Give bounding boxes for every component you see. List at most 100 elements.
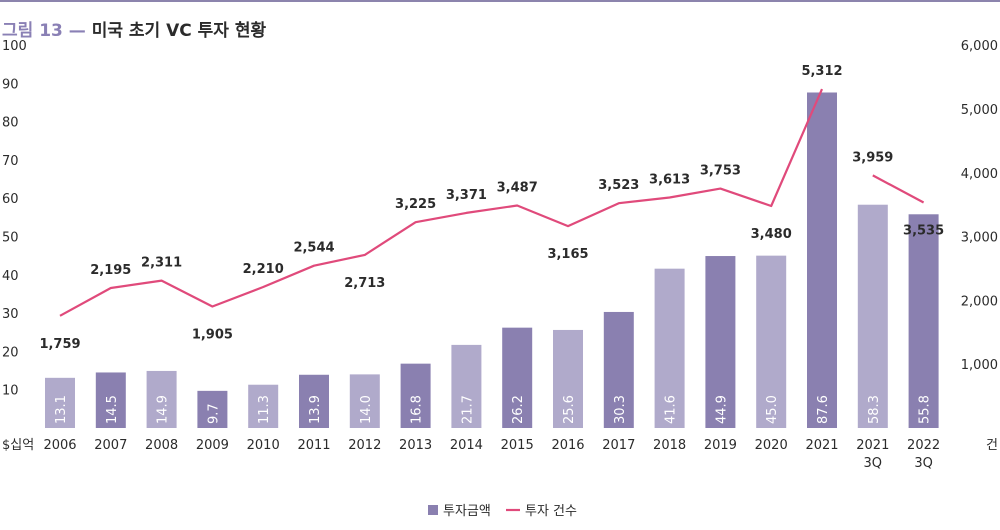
bar-value-label: 14.5 <box>105 395 120 424</box>
line-value-label: 3,225 <box>395 197 436 212</box>
bar <box>553 329 583 428</box>
left-axis: 10 20 30 40 50 60 70 80 90 100 $십억 <box>2 39 34 453</box>
bar <box>603 311 634 428</box>
line-value-label: 1,759 <box>39 337 80 352</box>
figure-caption: 미국 초기 VC 투자 현황 <box>91 21 267 41</box>
left-tick-label: 100 <box>2 39 27 54</box>
x-tick-label: 2015 <box>501 438 534 453</box>
bar <box>502 327 533 428</box>
figure-title: 그림 13 — 미국 초기 VC 투자 현황 <box>2 16 266 41</box>
bar <box>349 374 380 428</box>
bar <box>756 255 787 428</box>
line-value-label: 2,311 <box>141 256 182 271</box>
right-tick-label: 4,000 <box>961 167 998 182</box>
bar-value-label: 25.6 <box>562 395 577 424</box>
bar <box>908 214 939 428</box>
bar-value-label: 55.8 <box>918 395 933 424</box>
left-tick-label: 90 <box>2 77 19 92</box>
left-axis-unit: $십억 <box>2 438 34 453</box>
line-value-label: 3,959 <box>852 150 893 165</box>
legend-line-label: 투자 건수 <box>525 504 577 519</box>
bar <box>857 204 888 428</box>
right-tick-label: 2,000 <box>961 294 998 309</box>
x-tick-label: 2019 <box>704 438 737 453</box>
bar <box>400 363 431 428</box>
line-value-label: 3,165 <box>547 247 588 262</box>
legend: 투자금액 투자 건수 <box>428 504 577 519</box>
line-value-label: 3,535 <box>903 223 944 238</box>
right-axis-unit: 건 <box>986 438 998 453</box>
bar-value-label: 16.8 <box>410 395 425 424</box>
x-tick-label: 2012 <box>348 438 381 453</box>
line-value-label: 3,371 <box>446 188 487 203</box>
figure-number: 그림 13 — <box>2 21 92 41</box>
count-line <box>872 174 925 204</box>
bar-value-label: 14.0 <box>359 395 374 424</box>
line-value-label: 5,312 <box>801 64 842 79</box>
bar <box>146 370 177 428</box>
line-value-label: 3,487 <box>497 181 538 196</box>
left-tick-label: 80 <box>2 116 19 131</box>
line-value-label: 3,523 <box>598 178 639 193</box>
x-tick-label: 2006 <box>43 438 76 453</box>
line-value-label: 2,195 <box>90 263 131 278</box>
bar-value-label: 44.9 <box>714 395 729 424</box>
line-series: 1,759 2,195 2,311 1,905 2,210 2,544 2,713 3,225… <box>39 64 944 352</box>
left-tick-label: 50 <box>2 231 19 246</box>
top-rule <box>0 0 1000 2</box>
bar-value-label: 58.3 <box>867 395 882 424</box>
bar-value-label: 45.0 <box>765 395 780 424</box>
left-tick-label: 20 <box>2 345 19 360</box>
left-tick-label: 10 <box>2 384 19 399</box>
bar-value-label: 9.7 <box>206 403 221 424</box>
bar <box>807 92 837 428</box>
bar-value-label: 41.6 <box>664 395 679 424</box>
bar-value-label: 11.3 <box>257 395 272 424</box>
legend-bar-label: 투자금액 <box>443 504 491 519</box>
x-tick-label: 2016 <box>551 438 584 453</box>
x-tick-label: 2022 3Q <box>907 438 940 471</box>
line-value-label: 2,210 <box>243 262 284 277</box>
bar <box>95 372 126 428</box>
x-tick-label: 2013 <box>399 438 432 453</box>
line-value-label: 3,753 <box>700 164 741 179</box>
x-tick-label: 2021 3Q <box>856 438 889 471</box>
right-tick-label: 5,000 <box>961 103 998 118</box>
legend-bar-swatch <box>428 505 438 515</box>
line-value-label: 2,713 <box>344 276 385 291</box>
bar <box>705 256 736 428</box>
bar <box>299 374 329 428</box>
x-tick-label: 2014 <box>450 438 483 453</box>
x-tick-label: 2009 <box>196 438 229 453</box>
bar-value-label: 87.6 <box>816 395 831 424</box>
x-tick-label: 2008 <box>145 438 178 453</box>
x-tick-label: 2021 <box>805 438 838 453</box>
bar <box>45 377 75 428</box>
left-tick-label: 60 <box>2 192 19 207</box>
right-axis: 1,000 2,000 3,000 4,000 5,000 6,000 건 <box>961 39 998 453</box>
bar <box>197 390 228 428</box>
x-tick-label: 2007 <box>94 438 127 453</box>
count-line <box>59 88 824 317</box>
bar-value-label: 13.1 <box>54 395 69 424</box>
x-tick-label: 2011 <box>297 438 330 453</box>
left-tick-label: 30 <box>2 307 19 322</box>
x-tick-label: 2020 <box>755 438 788 453</box>
x-tick-label: 2017 <box>602 438 635 453</box>
right-tick-label: 3,000 <box>961 231 998 246</box>
bar <box>654 268 685 428</box>
bar-value-label: 30.3 <box>613 395 628 424</box>
x-tick-label: 2010 <box>247 438 280 453</box>
bar <box>248 384 279 428</box>
line-value-label: 2,544 <box>293 241 334 256</box>
bar-value-label: 26.2 <box>511 395 526 424</box>
line-value-label: 3,613 <box>649 172 690 187</box>
left-tick-label: 40 <box>2 269 19 284</box>
bar-value-label: 21.7 <box>460 395 475 424</box>
line-value-label: 1,905 <box>192 327 233 342</box>
bar-value-label: 13.9 <box>308 395 323 424</box>
bar-value-label: 14.9 <box>156 395 171 424</box>
right-tick-label: 1,000 <box>961 358 998 373</box>
